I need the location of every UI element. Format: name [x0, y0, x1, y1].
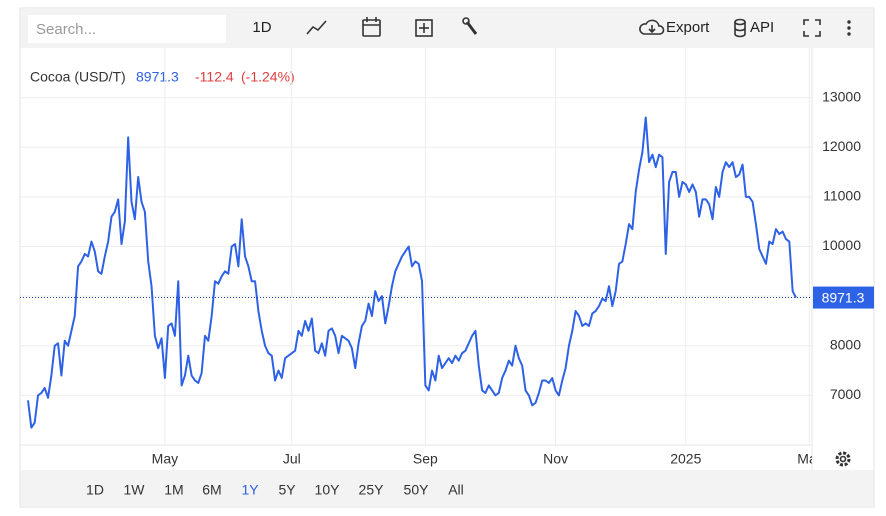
price-line [27, 116, 797, 429]
interval-button[interactable]: 1D [252, 19, 271, 36]
search-placeholder[interactable]: Search... [36, 21, 96, 38]
range-button[interactable]: 1D [86, 482, 104, 498]
price-change: -112.4 [195, 69, 234, 85]
api-icon[interactable] [734, 18, 746, 38]
x-tick-label: Jul [283, 451, 301, 467]
settings-icon[interactable] [835, 451, 851, 467]
export-icon[interactable] [639, 19, 665, 35]
range-button[interactable]: 10Y [315, 482, 341, 498]
search-box[interactable] [28, 15, 226, 43]
y-tick-label: 11000 [823, 188, 861, 204]
range-button[interactable]: 1W [124, 482, 146, 498]
last-price-tag [813, 286, 874, 309]
frame [19, 7, 875, 508]
range-button[interactable]: 1Y [241, 482, 259, 498]
range-button[interactable]: 25Y [359, 482, 385, 498]
range-button[interactable]: 5Y [278, 482, 296, 498]
calendar-icon[interactable] [362, 17, 381, 37]
export-button[interactable]: Export [666, 19, 710, 36]
range-bar [21, 470, 873, 506]
range-button[interactable]: 1M [164, 482, 183, 498]
wrench-icon[interactable] [462, 17, 478, 35]
last-price-label: 8971.3 [822, 289, 865, 305]
line-icon[interactable] [306, 20, 327, 35]
range-button[interactable]: All [448, 482, 464, 498]
x-tick-label: Nov [543, 451, 568, 467]
fullscreen-icon[interactable] [803, 19, 821, 37]
price-change-percent: (-1.24%) [241, 69, 295, 85]
chart-title: Cocoa (USD/T) [30, 69, 126, 85]
range-button[interactable]: 6M [202, 482, 221, 498]
y-tick-label: 13000 [822, 88, 861, 104]
x-tick-label: May [152, 451, 178, 467]
api-button[interactable]: API [750, 19, 774, 36]
menu-icon[interactable] [847, 20, 851, 36]
last-price: 8971.3 [136, 69, 179, 85]
x-tick-label: Sep [413, 451, 438, 467]
x-tick-label: 2025 [670, 451, 701, 467]
y-tick-label: 7000 [830, 386, 861, 402]
y-tick-label: 8000 [830, 336, 861, 352]
y-tick-label: 12000 [822, 138, 861, 154]
add-icon[interactable] [415, 19, 433, 37]
x-tick-label: Mar [797, 451, 821, 467]
y-tick-label: 10000 [822, 237, 861, 253]
range-button[interactable]: 50Y [404, 482, 430, 498]
